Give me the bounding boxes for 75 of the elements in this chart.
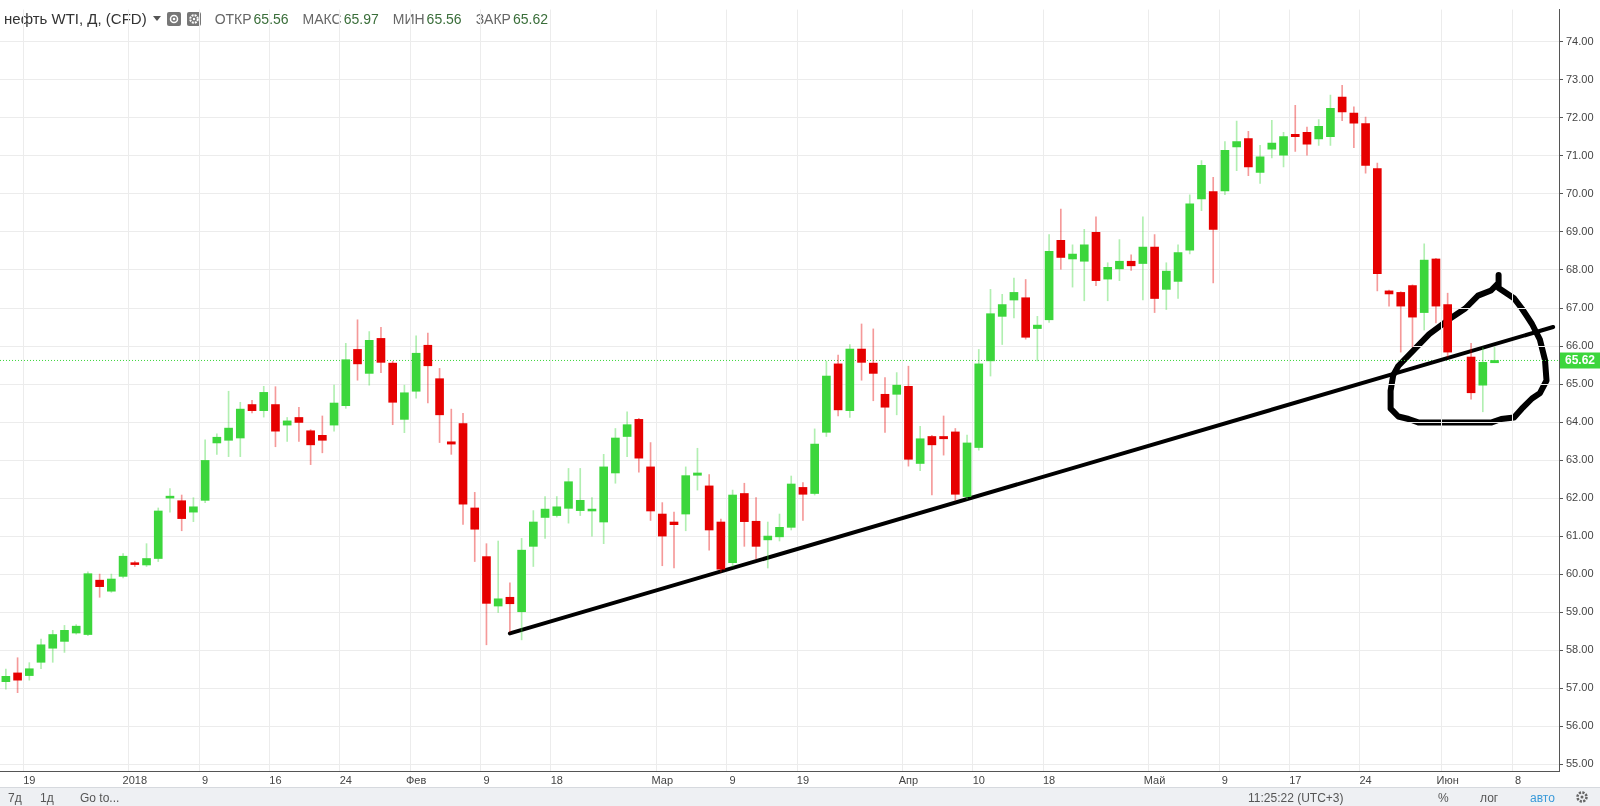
x-tick-label: 18 [1042, 773, 1056, 786]
x-tick-label: Фев [405, 773, 427, 786]
x-tick-label: 19 [23, 773, 36, 786]
y-tick-label: 68.00 [1566, 263, 1594, 276]
y-tick-label: 58.00 [1566, 643, 1594, 656]
annotation: 65.56 [426, 10, 462, 27]
candlestick [1079, 228, 1089, 302]
y-tick-label: 66.00 [1566, 339, 1594, 352]
y-tick-label: 65.00 [1566, 377, 1594, 390]
candlestick [997, 293, 1007, 345]
chart-title: нефть WTI, Д, (CFD) [4, 10, 147, 27]
candlestick [540, 496, 550, 539]
x-tick-label: 17 [1289, 773, 1302, 786]
y-tick-label: 64.00 [1566, 415, 1594, 428]
candlestick [1267, 119, 1277, 159]
x-tick-label: 9 [1221, 773, 1228, 786]
candlestick [446, 408, 456, 455]
y-tick-label: 60.00 [1566, 567, 1594, 580]
x-tick-label: 2018 [122, 773, 148, 786]
text: 11:25:22 (UTC+3) [1248, 791, 1344, 805]
y-tick-label: 72.00 [1566, 110, 1594, 123]
x-tick-label: 18 [550, 773, 563, 786]
y-tick-label: 74.00 [1566, 34, 1594, 47]
x-tick-label: Май [1143, 773, 1166, 786]
x-tick-label: Апр [898, 773, 919, 786]
annotation: 65.97 [343, 10, 379, 27]
candlestick [798, 482, 808, 521]
candlestick [763, 521, 773, 569]
annotation: 65.62 [512, 10, 548, 27]
x-tick-label: Мар [651, 773, 674, 786]
candlestick [1396, 291, 1406, 353]
x-tick-label: 16 [269, 773, 282, 786]
y-tick-label: 62.00 [1566, 491, 1594, 504]
y-tick-label: 70.00 [1566, 186, 1594, 199]
candlestick [927, 435, 937, 496]
y-tick-label: 67.00 [1566, 301, 1594, 314]
candlestick [892, 372, 902, 416]
x-tick-label: Июн [1436, 773, 1459, 786]
candlestick [1138, 216, 1148, 301]
y-tick-label: 63.00 [1566, 453, 1594, 466]
x-tick-label: 9 [729, 773, 736, 786]
x-tick-label: 10 [972, 773, 985, 786]
y-tick-label: 73.00 [1566, 72, 1594, 85]
annotation: 65.56 [253, 10, 289, 27]
text: авто [1530, 791, 1555, 805]
text: Go to... [80, 791, 120, 805]
text: 7д [8, 791, 22, 805]
x-tick-label: 24 [1359, 773, 1372, 786]
annotation: МАКС [302, 10, 342, 27]
y-tick-label: 59.00 [1566, 605, 1594, 618]
y-tick-label: 69.00 [1566, 225, 1594, 238]
candlestick [505, 582, 515, 633]
candlestick [294, 406, 304, 442]
annotation: ЗАКР [475, 10, 511, 27]
text: 1д [40, 791, 54, 805]
candlestick [575, 468, 585, 516]
x-tick-label: 9 [202, 773, 209, 786]
candlestick [1290, 105, 1300, 152]
y-tick-label: 71.00 [1566, 148, 1594, 161]
annotation: ОТКР [214, 10, 252, 27]
y-tick-label: 56.00 [1566, 719, 1594, 732]
x-tick-label: 19 [796, 773, 810, 786]
y-tick-label: 61.00 [1566, 529, 1594, 542]
x-tick-label: 24 [339, 773, 352, 786]
x-tick-label: 9 [483, 773, 490, 786]
ref-line-label: 65.62 [1564, 352, 1596, 367]
candlestick [880, 377, 890, 433]
candlestick [868, 328, 878, 402]
text: % [1438, 791, 1449, 805]
x-tick-label: 8 [1514, 773, 1522, 786]
y-tick-label: 55.00 [1566, 757, 1594, 770]
y-tick-label: 57.00 [1566, 681, 1594, 694]
annotation: МИН [392, 10, 425, 27]
candlestick [493, 540, 503, 613]
text: лог [1480, 791, 1499, 805]
